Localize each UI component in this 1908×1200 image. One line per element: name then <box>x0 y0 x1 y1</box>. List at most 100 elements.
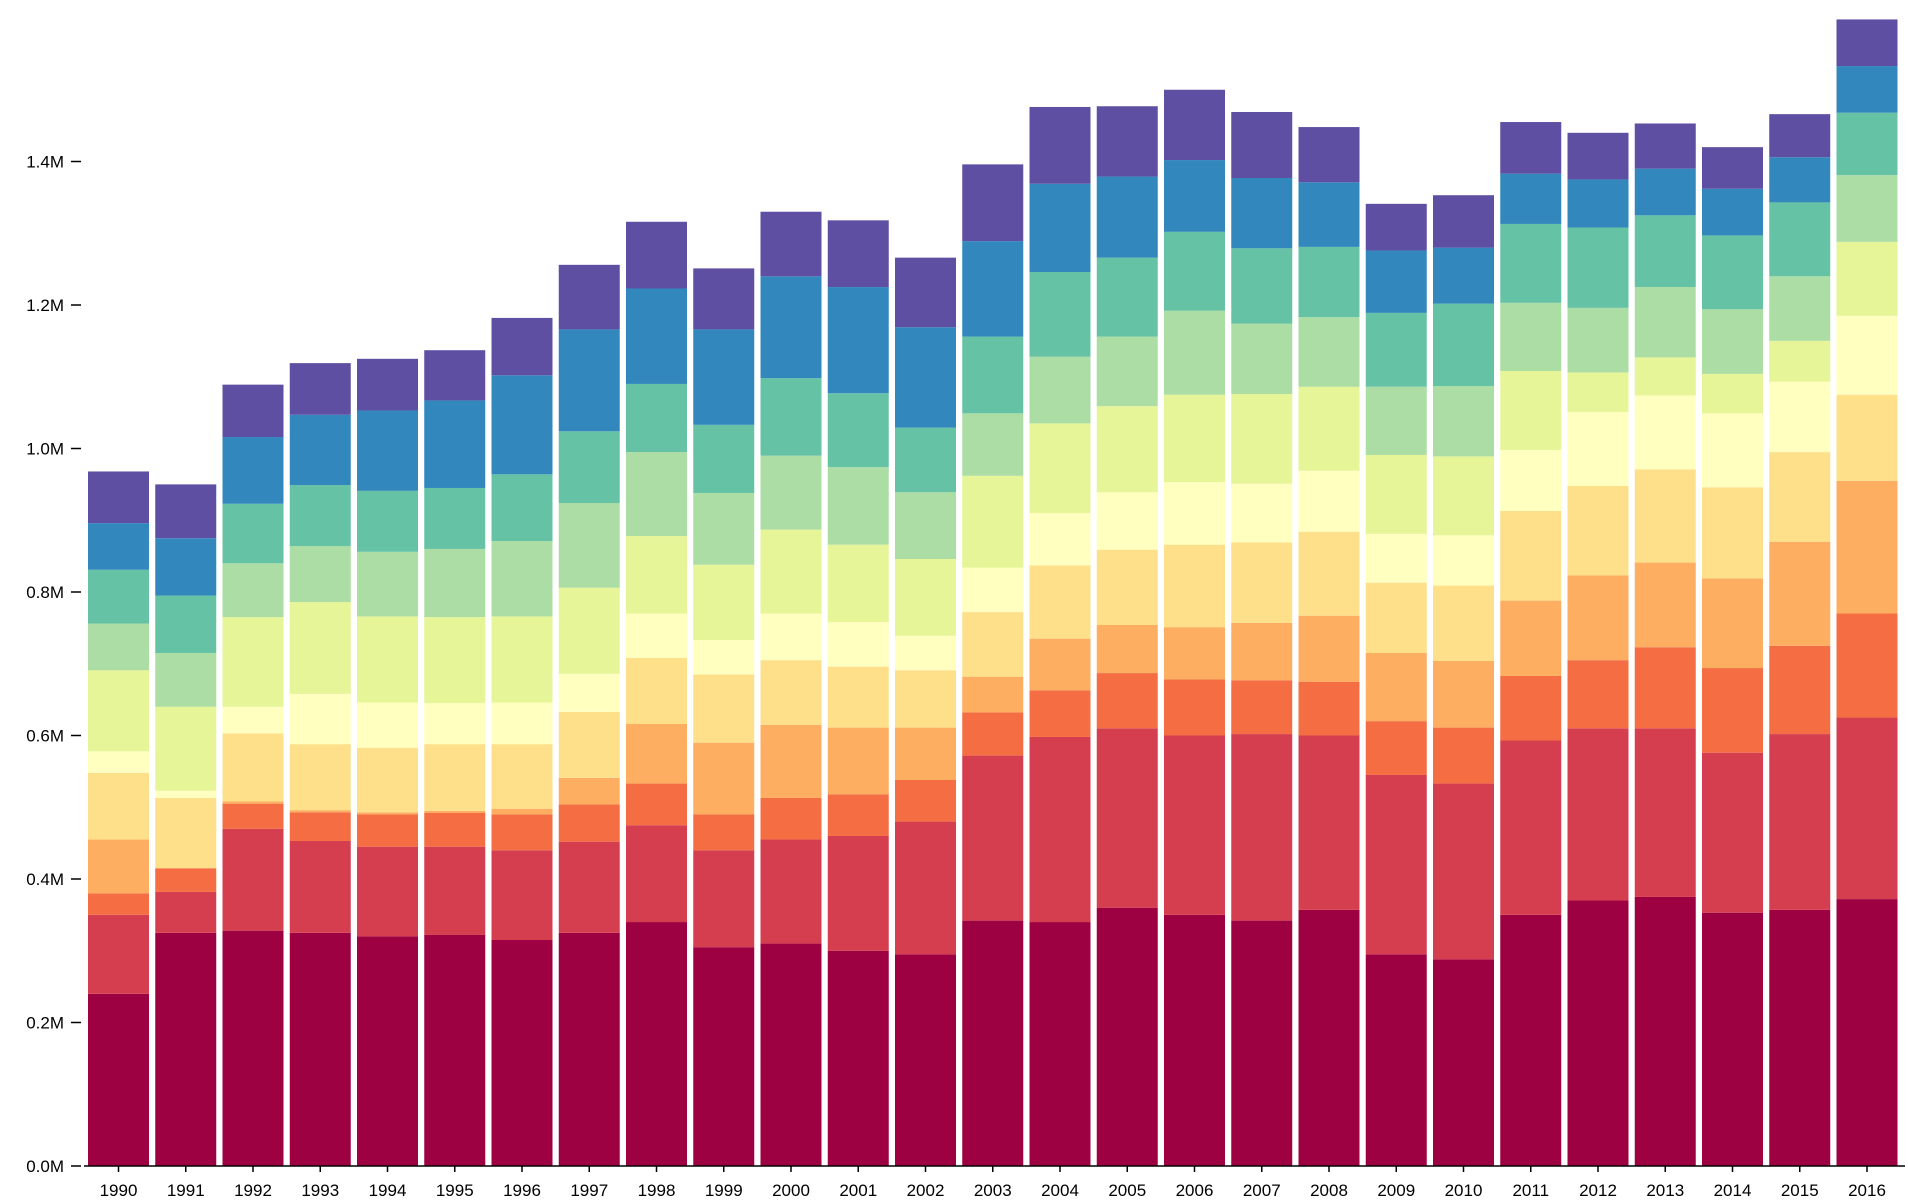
bar-segment-2000-s1 <box>760 943 822 1166</box>
bar-segment-1996-s5 <box>491 744 553 809</box>
x-tick-label-2014: 2014 <box>1714 1181 1752 1200</box>
bar-segment-1999-s9 <box>693 424 755 493</box>
bar-segment-1998-s1 <box>626 922 687 1166</box>
bar-segment-2015-s4 <box>1769 541 1831 646</box>
bar-segment-2014-s3 <box>1702 668 1763 753</box>
bar-segment-2007-s7 <box>1231 393 1293 484</box>
bar-segment-1990-s10 <box>88 523 149 570</box>
bar-segment-2015-s5 <box>1769 452 1831 542</box>
bar-segment-1994-s10 <box>357 410 418 491</box>
bar-segment-1998-s10 <box>626 288 687 384</box>
bar-segment-2001-s10 <box>827 287 889 394</box>
y-tick-label-0: 0.0M <box>26 1157 64 1176</box>
bar-segment-1996-s9 <box>491 474 553 542</box>
bar-segment-1997-s5 <box>558 711 620 778</box>
bar-segment-2003-s11 <box>962 164 1024 242</box>
bar-segment-1990-s2 <box>88 914 149 994</box>
bar-segment-1992-s10 <box>222 437 284 504</box>
bar-segment-1996-s7 <box>491 616 553 703</box>
bar-segment-1995-s2 <box>424 846 486 935</box>
bar-segment-2005-s9 <box>1096 257 1158 337</box>
bar-segment-1996-s3 <box>491 814 553 851</box>
bar-segment-2013-s9 <box>1634 215 1696 288</box>
x-tick-label-2002: 2002 <box>907 1181 945 1200</box>
bar-segment-1993-s7 <box>289 602 351 694</box>
bar-segment-1992-s11 <box>222 384 284 438</box>
bar-segment-1990-s5 <box>88 772 149 840</box>
bar-segment-1993-s8 <box>289 546 351 603</box>
x-tick-label-2011: 2011 <box>1512 1181 1549 1200</box>
bar-segment-2013-s3 <box>1634 647 1696 729</box>
bar-segment-1991-s8 <box>155 652 217 707</box>
bar-segment-1992-s4 <box>222 801 284 804</box>
bar-segment-1991-s9 <box>155 595 217 653</box>
bar-segment-2010-s11 <box>1433 195 1494 248</box>
bar-segment-2009-s1 <box>1365 954 1427 1166</box>
bar-segment-2011-s6 <box>1500 449 1562 511</box>
bar-segment-1991-s1 <box>155 932 217 1166</box>
bar-segment-2012-s1 <box>1567 900 1629 1166</box>
bar-segment-1996-s1 <box>491 939 553 1166</box>
bar-segment-1998-s5 <box>626 658 687 725</box>
bar-segment-2011-s7 <box>1500 371 1562 450</box>
bar-segment-2012-s11 <box>1567 132 1629 180</box>
bar-segment-1991-s3 <box>155 868 217 892</box>
bar-segment-2013-s7 <box>1634 357 1696 396</box>
bar-segment-2006-s5 <box>1164 544 1225 628</box>
bar-segment-1999-s10 <box>693 329 755 425</box>
bar-segment-2012-s2 <box>1567 728 1629 901</box>
bar-segment-1999-s6 <box>693 640 755 675</box>
bar-segment-1993-s5 <box>289 744 351 811</box>
bar-segment-1990-s9 <box>88 569 149 624</box>
x-tick-label-2001: 2001 <box>839 1181 877 1200</box>
bar-segment-2016-s4 <box>1836 480 1898 614</box>
bar-segment-1999-s8 <box>693 492 755 565</box>
bar-segment-2006-s2 <box>1164 735 1225 915</box>
bar-segment-2002-s7 <box>895 559 956 636</box>
bar-segment-2001-s8 <box>827 467 889 545</box>
bar-segment-2008-s1 <box>1298 909 1360 1166</box>
bar-segment-2000-s11 <box>760 211 822 277</box>
bar-segment-1991-s10 <box>155 538 217 596</box>
bar-segment-1999-s4 <box>693 742 755 815</box>
bar-segment-2002-s4 <box>895 727 956 780</box>
bar-segment-2007-s4 <box>1231 622 1293 681</box>
bar-segment-2008-s6 <box>1298 470 1360 532</box>
x-tick-label-2004: 2004 <box>1041 1181 1079 1200</box>
bar-segment-1997-s6 <box>558 673 620 712</box>
y-tick-label-7: 1.4M <box>26 153 64 172</box>
bar-segment-1994-s2 <box>357 846 418 937</box>
bar-segment-2007-s11 <box>1231 111 1293 178</box>
bar-segment-2000-s8 <box>760 455 822 530</box>
bar-segment-2005-s4 <box>1096 625 1158 674</box>
bar-segment-2006-s3 <box>1164 679 1225 736</box>
bar-segment-2002-s9 <box>895 427 956 493</box>
x-tick-label-1994: 1994 <box>369 1181 407 1200</box>
y-tick-label-1: 0.2M <box>26 1014 64 1033</box>
bar-segment-2012-s3 <box>1567 660 1629 729</box>
bar-segment-1997-s11 <box>558 264 620 330</box>
bar-segment-2015-s7 <box>1769 340 1831 382</box>
bar-segment-2002-s3 <box>895 779 956 822</box>
bar-segment-2007-s10 <box>1231 178 1293 249</box>
bar-segment-2012-s9 <box>1567 227 1629 308</box>
bar-segment-2013-s2 <box>1634 728 1696 897</box>
bar-segment-2006-s6 <box>1164 482 1225 545</box>
bar-segment-2000-s9 <box>760 378 822 456</box>
bar-segment-2000-s5 <box>760 660 822 725</box>
bar-segment-1990-s4 <box>88 839 149 894</box>
bar-segment-1996-s6 <box>491 702 553 745</box>
bar-segment-1994-s4 <box>357 812 418 815</box>
bar-segment-1991-s11 <box>155 484 217 539</box>
bar-segment-2015-s6 <box>1769 381 1831 453</box>
bar-segment-2001-s5 <box>827 666 889 728</box>
x-tick-label-2013: 2013 <box>1646 1181 1684 1200</box>
bar-segment-2004-s11 <box>1029 106 1091 184</box>
bar-segment-2011-s4 <box>1500 600 1562 676</box>
bar-segment-2006-s7 <box>1164 394 1225 483</box>
bar-segment-2002-s2 <box>895 821 956 955</box>
bar-segment-2005-s2 <box>1096 728 1158 908</box>
bar-segment-2008-s4 <box>1298 615 1360 682</box>
bar-segment-1998-s2 <box>626 825 687 923</box>
